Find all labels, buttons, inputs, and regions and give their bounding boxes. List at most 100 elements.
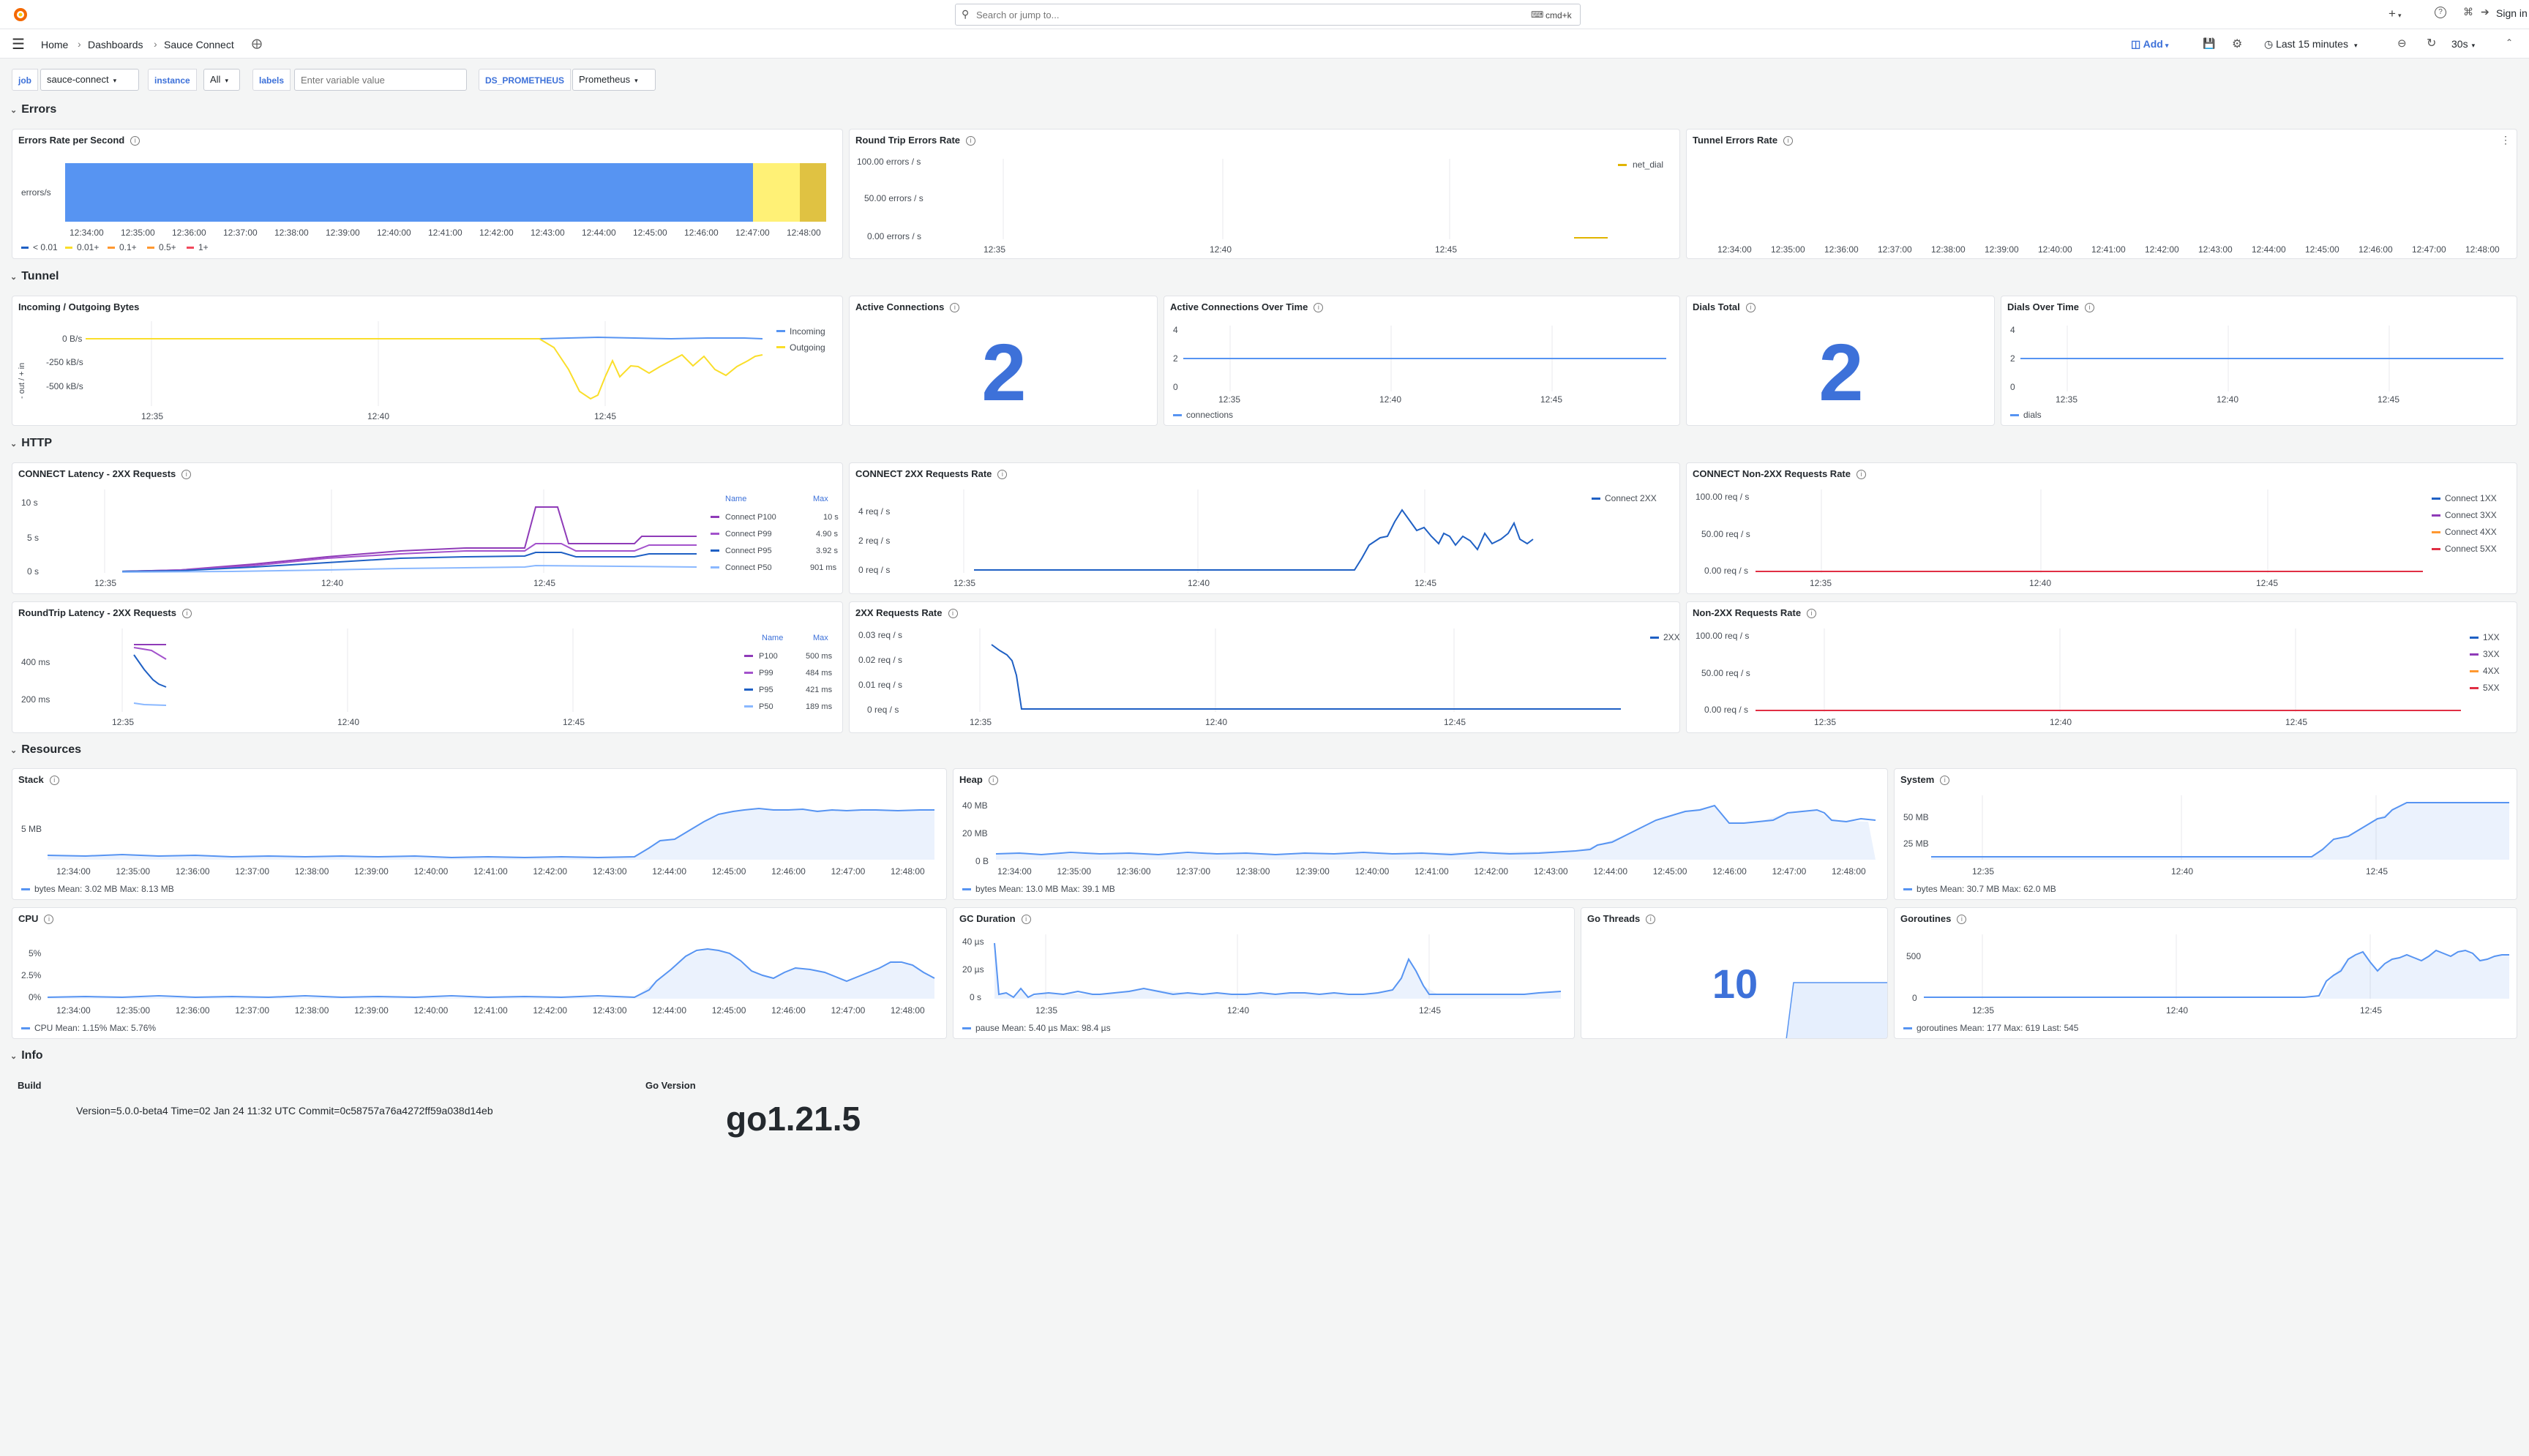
- info-icon[interactable]: i: [2085, 303, 2095, 313]
- add-button[interactable]: ◫ Add ▾: [2131, 38, 2168, 50]
- panel-round-trip-errors[interactable]: Round Trip Errors Rate i 100.00 errors / …: [849, 129, 1680, 259]
- new-menu-button[interactable]: + ▾: [2388, 7, 2401, 21]
- panel-gc-duration[interactable]: GC Duration i 40 µs 20 µs 0 s 12:35 12:40…: [953, 907, 1575, 1039]
- zoom-out-icon[interactable]: ⊖: [2397, 37, 2407, 50]
- row-resources[interactable]: ⌄ Resources: [10, 743, 81, 757]
- panel-go-threads[interactable]: Go Threads i 10: [1581, 907, 1888, 1039]
- variable-input-labels[interactable]: [294, 69, 467, 91]
- variable-select-job[interactable]: sauce-connect ▾: [40, 69, 139, 91]
- settings-gear-icon[interactable]: ⚙: [2232, 38, 2243, 50]
- info-icon[interactable]: i: [1957, 915, 1967, 925]
- row-tunnel-title: Tunnel: [21, 270, 59, 282]
- refresh-icon[interactable]: ↻: [2427, 37, 2437, 50]
- panel-system[interactable]: System i 50 MB 25 MB 12:35 12:40 12:45 by…: [1894, 768, 2517, 900]
- legend-swatch: [21, 1027, 30, 1029]
- breadcrumb-home[interactable]: Home: [41, 39, 69, 50]
- panel-roundtrip-latency[interactable]: RoundTrip Latency - 2XX Requests i 400 ms…: [12, 601, 843, 733]
- panel-active-connections-over-time[interactable]: Active Connections Over Time i 4 2 0 12:3…: [1164, 296, 1680, 426]
- panel-build[interactable]: Build Version=5.0.0-beta4 Time=02 Jan 24…: [12, 1074, 632, 1140]
- panel-connect-2xx-rate[interactable]: CONNECT 2XX Requests Rate i 4 req / s 2 r…: [849, 462, 1680, 594]
- x-tick: 12:35: [1814, 717, 1836, 727]
- sign-in-icon[interactable]: ➔: [2481, 6, 2489, 18]
- info-icon[interactable]: i: [1314, 303, 1324, 313]
- x-tick: 12:46:00: [684, 228, 719, 238]
- info-icon[interactable]: i: [181, 470, 192, 480]
- y-tick: 0 req / s: [858, 565, 890, 575]
- info-icon[interactable]: i: [997, 470, 1008, 480]
- panel-2xx-rate[interactable]: 2XX Requests Rate i 0.03 req / s 0.02 req…: [849, 601, 1680, 733]
- panel-go-version[interactable]: Go Version go1.21.5: [640, 1074, 947, 1140]
- time-picker[interactable]: ◷ Last 15 minutes ▾: [2264, 38, 2357, 50]
- legend-swatch: [962, 888, 971, 890]
- info-icon[interactable]: i: [182, 609, 192, 619]
- legend-swatch: [2432, 548, 2440, 550]
- x-tick: 12:40:00: [1355, 866, 1390, 877]
- row-errors[interactable]: ⌄ Errors: [10, 103, 56, 116]
- row-http[interactable]: ⌄ HTTP: [10, 437, 52, 450]
- info-icon[interactable]: i: [49, 776, 59, 786]
- info-icon[interactable]: i: [1807, 609, 1817, 619]
- panel-title: Dials Over Time: [2007, 301, 2080, 312]
- row-errors-title: Errors: [21, 103, 57, 116]
- y-tick: 0: [1912, 993, 1917, 1003]
- panel-errors-rate[interactable]: Errors Rate per Second i errors/s 12:34:0…: [12, 129, 843, 259]
- panel-menu-icon[interactable]: ⋮: [2500, 134, 2511, 146]
- help-icon[interactable]: ?: [2435, 7, 2446, 18]
- x-tick: 12:35: [112, 717, 134, 727]
- panel-non2xx-rate[interactable]: Non-2XX Requests Rate i 100.00 req / s 50…: [1686, 601, 2517, 733]
- panel-connect-non2xx-rate[interactable]: CONNECT Non-2XX Requests Rate i 100.00 re…: [1686, 462, 2517, 594]
- sign-in-link[interactable]: Sign in: [2496, 7, 2528, 19]
- panel-goroutines[interactable]: Goroutines i 500 0 12:35 12:40 12:45 goro…: [1894, 907, 2517, 1039]
- series-cpu: [47, 947, 935, 999]
- area-fill: [48, 949, 934, 999]
- x-tick: 12:45:00: [1653, 866, 1687, 877]
- menu-icon[interactable]: ☰: [12, 37, 25, 53]
- row-info[interactable]: ⌄ Info: [10, 1049, 43, 1062]
- legend-swatch: [2470, 637, 2479, 639]
- grafana-logo-icon[interactable]: [12, 6, 29, 23]
- y-tick: 100.00 errors / s: [857, 157, 921, 167]
- sparkline-fill: [1786, 983, 1887, 1038]
- panel-dials-over-time[interactable]: Dials Over Time i 4 2 0 12:35 12:40 12:45…: [2001, 296, 2517, 426]
- variable-select-instance[interactable]: All ▾: [203, 69, 240, 91]
- info-icon[interactable]: i: [1646, 915, 1656, 925]
- y-tick: 200 ms: [21, 694, 50, 705]
- breadcrumb-dashboards[interactable]: Dashboards: [88, 39, 143, 50]
- panel-active-connections[interactable]: Active Connections i 2: [849, 296, 1158, 426]
- y-tick: 100.00 req / s: [1696, 631, 1749, 641]
- panel-dials-total[interactable]: Dials Total i 2: [1686, 296, 1995, 426]
- panel-io-bytes[interactable]: Incoming / Outgoing Bytes - out / + in 0…: [12, 296, 843, 426]
- info-icon[interactable]: i: [44, 915, 54, 925]
- x-tick: 12:40: [321, 578, 343, 588]
- x-tick: 12:45: [2360, 1005, 2382, 1016]
- panel-cpu[interactable]: CPU i 5% 2.5% 0% 12:34:00 12:35:00 12:36:00…: [12, 907, 947, 1039]
- info-icon[interactable]: i: [1021, 915, 1031, 925]
- panel-connect-latency[interactable]: CONNECT Latency - 2XX Requests i 10 s 5 s…: [12, 462, 843, 594]
- x-tick: 12:35: [984, 244, 1005, 255]
- info-icon[interactable]: i: [1856, 470, 1866, 480]
- x-tick: 12:45: [2256, 578, 2278, 588]
- info-icon[interactable]: i: [1940, 776, 1950, 786]
- info-icon[interactable]: i: [130, 136, 140, 146]
- info-icon[interactable]: i: [950, 303, 960, 313]
- collapse-chevron-up-icon[interactable]: ⌃: [2506, 37, 2514, 48]
- info-icon[interactable]: i: [1783, 136, 1794, 146]
- y-tick: 40 MB: [962, 800, 988, 811]
- info-icon[interactable]: i: [988, 776, 998, 786]
- info-icon[interactable]: i: [1745, 303, 1756, 313]
- search-input[interactable]: ⚲ Search or jump to... ⌨ cmd+k: [955, 4, 1581, 26]
- legend-label: Connect P100: [725, 513, 776, 522]
- panel-stack[interactable]: Stack i 5 MB 12:34:00 12:35:00 12:36:00 12:3…: [12, 768, 947, 900]
- row-tunnel[interactable]: ⌄ Tunnel: [10, 270, 59, 283]
- legend-label: 1+: [198, 242, 209, 252]
- info-icon[interactable]: i: [948, 609, 958, 619]
- share-icon[interactable]: ⨁: [252, 37, 262, 49]
- info-icon[interactable]: i: [966, 136, 976, 146]
- panel-tunnel-errors[interactable]: Tunnel Errors Rate i ⋮ 12:34:00 12:35:00 12…: [1686, 129, 2517, 259]
- panel-heap[interactable]: Heap i 40 MB 20 MB 0 B 12:34:00 12:35:00 12…: [953, 768, 1888, 900]
- variable-select-datasource[interactable]: Prometheus ▾: [572, 69, 656, 91]
- save-icon[interactable]: 💾: [2203, 37, 2216, 49]
- refresh-interval-picker[interactable]: 30s ▾: [2451, 38, 2475, 50]
- panel-title: CONNECT Latency - 2XX Requests: [18, 468, 176, 479]
- rss-icon[interactable]: ⌘: [2463, 6, 2473, 18]
